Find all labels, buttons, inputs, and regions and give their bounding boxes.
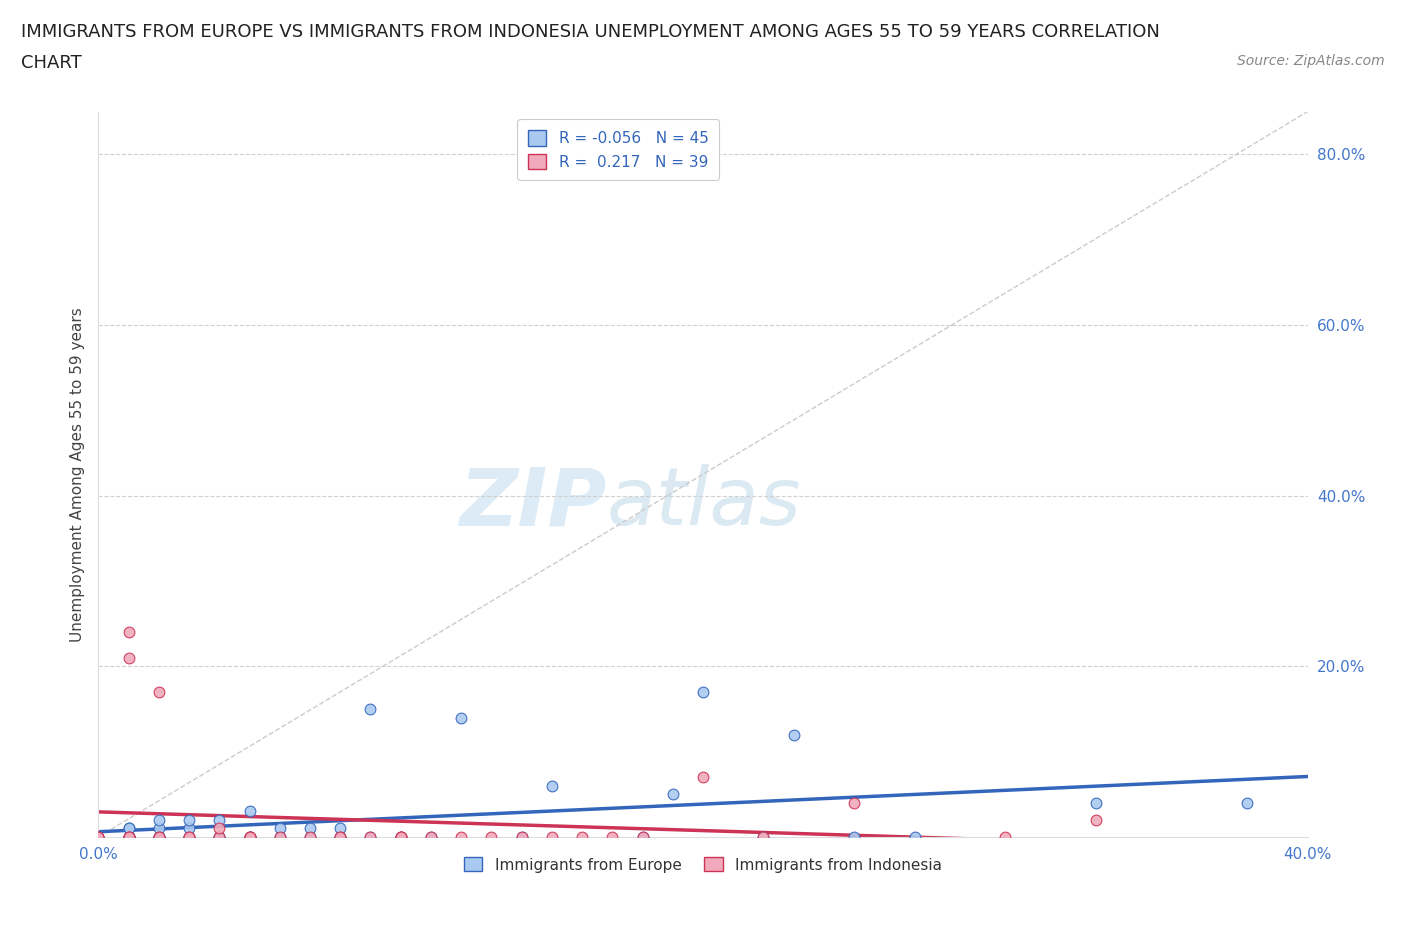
Point: [540, 778, 562, 793]
Point: [661, 787, 683, 802]
Point: [692, 684, 714, 699]
Point: [844, 795, 866, 810]
Point: [329, 830, 352, 844]
Point: [239, 830, 262, 844]
Point: [329, 821, 352, 836]
Text: IMMIGRANTS FROM EUROPE VS IMMIGRANTS FROM INDONESIA UNEMPLOYMENT AMONG AGES 55 T: IMMIGRANTS FROM EUROPE VS IMMIGRANTS FRO…: [21, 23, 1160, 41]
Point: [208, 830, 231, 844]
Point: [904, 830, 927, 844]
Point: [118, 625, 141, 640]
Point: [208, 830, 231, 844]
Point: [118, 830, 141, 844]
Point: [450, 830, 472, 844]
Point: [118, 650, 141, 665]
Point: [1236, 795, 1258, 810]
Point: [148, 830, 170, 844]
Point: [148, 830, 170, 844]
Point: [87, 830, 110, 844]
Point: [148, 830, 170, 844]
Point: [420, 830, 443, 844]
Point: [239, 830, 262, 844]
Point: [389, 830, 412, 844]
Point: [329, 830, 352, 844]
Point: [148, 830, 170, 844]
Point: [360, 701, 382, 716]
Point: [752, 830, 775, 844]
Point: [510, 830, 533, 844]
Point: [1085, 795, 1108, 810]
Point: [208, 813, 231, 828]
Point: [692, 770, 714, 785]
Text: CHART: CHART: [21, 54, 82, 72]
Point: [329, 830, 352, 844]
Point: [148, 684, 170, 699]
Point: [299, 821, 322, 836]
Point: [844, 830, 866, 844]
Point: [389, 830, 412, 844]
Point: [389, 830, 412, 844]
Point: [148, 821, 170, 836]
Point: [118, 830, 141, 844]
Point: [1085, 813, 1108, 828]
Point: [208, 830, 231, 844]
Point: [631, 830, 654, 844]
Text: Source: ZipAtlas.com: Source: ZipAtlas.com: [1237, 54, 1385, 68]
Point: [360, 830, 382, 844]
Point: [118, 830, 141, 844]
Point: [540, 830, 562, 844]
Point: [179, 830, 201, 844]
Point: [179, 813, 201, 828]
Legend: Immigrants from Europe, Immigrants from Indonesia: Immigrants from Europe, Immigrants from …: [457, 850, 949, 880]
Point: [118, 821, 141, 836]
Point: [208, 821, 231, 836]
Text: ZIP: ZIP: [458, 464, 606, 542]
Point: [631, 830, 654, 844]
Point: [420, 830, 443, 844]
Point: [602, 830, 624, 844]
Point: [148, 830, 170, 844]
Point: [118, 830, 141, 844]
Point: [179, 821, 201, 836]
Point: [118, 821, 141, 836]
Point: [87, 830, 110, 844]
Point: [510, 830, 533, 844]
Point: [179, 830, 201, 844]
Point: [148, 813, 170, 828]
Y-axis label: Unemployment Among Ages 55 to 59 years: Unemployment Among Ages 55 to 59 years: [69, 307, 84, 642]
Point: [118, 830, 141, 844]
Point: [179, 830, 201, 844]
Point: [239, 804, 262, 818]
Point: [239, 830, 262, 844]
Point: [571, 830, 593, 844]
Point: [87, 830, 110, 844]
Point: [299, 830, 322, 844]
Point: [179, 830, 201, 844]
Point: [269, 830, 291, 844]
Point: [481, 830, 503, 844]
Point: [360, 830, 382, 844]
Point: [118, 830, 141, 844]
Point: [87, 830, 110, 844]
Point: [239, 830, 262, 844]
Point: [299, 830, 322, 844]
Point: [269, 821, 291, 836]
Point: [118, 830, 141, 844]
Point: [269, 830, 291, 844]
Point: [994, 830, 1017, 844]
Point: [783, 727, 806, 742]
Point: [389, 830, 412, 844]
Point: [450, 711, 472, 725]
Point: [118, 830, 141, 844]
Point: [752, 830, 775, 844]
Point: [239, 830, 262, 844]
Text: atlas: atlas: [606, 464, 801, 542]
